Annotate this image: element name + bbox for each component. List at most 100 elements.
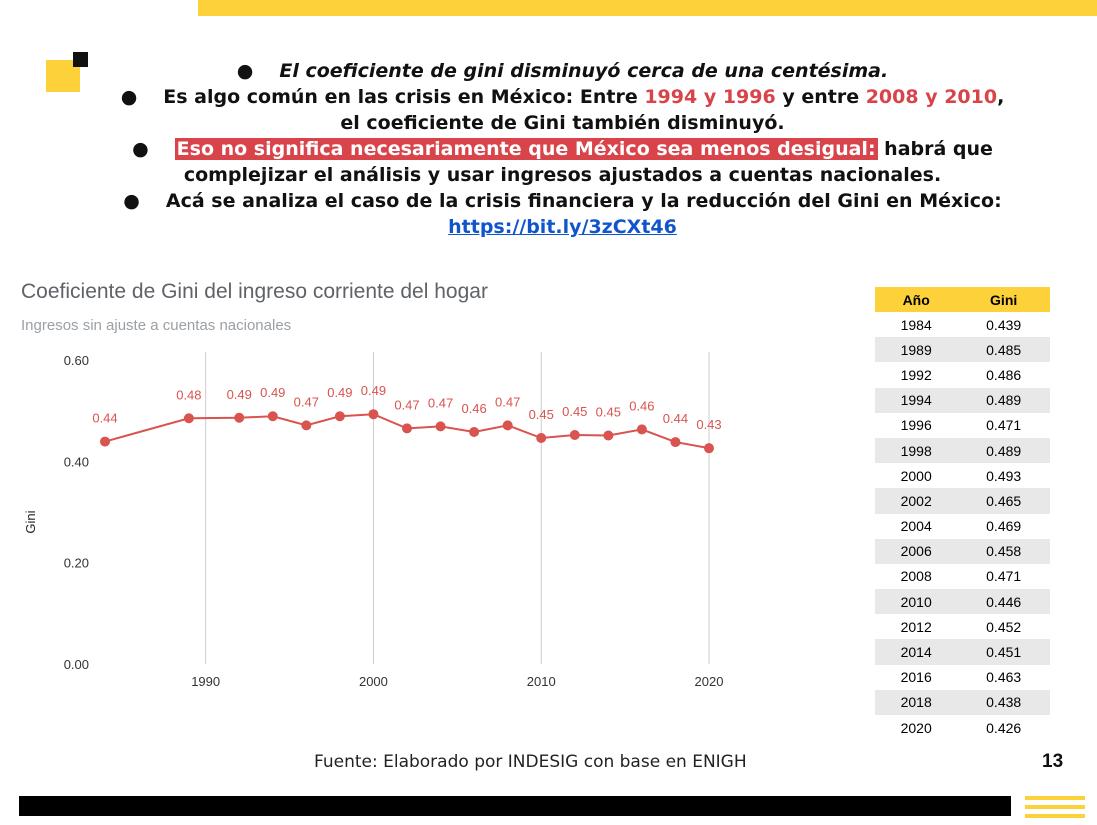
table-cell-gini: 0.471 (986, 417, 1022, 434)
chart-title: Coeficiente de Gini del ingreso corrient… (21, 280, 488, 303)
data-label: 0.46 (461, 401, 486, 416)
data-label: 0.47 (394, 397, 419, 412)
table-cell-gini: 0.426 (986, 719, 1022, 736)
table-cell-gini: 0.486 (986, 366, 1022, 383)
table-row: 2008 0.471 (875, 564, 1050, 589)
bottom-bar (19, 796, 1011, 816)
data-point (636, 424, 647, 435)
data-point (435, 421, 446, 432)
data-point (267, 411, 278, 422)
table-cell-gini: 0.458 (957, 538, 1050, 564)
data-label: 0.44 (92, 411, 117, 426)
data-label: 0.47 (495, 394, 520, 409)
logo-stripe (1025, 814, 1085, 818)
logo-stripe (1025, 805, 1085, 809)
bullet-3-continued: complejizar el análisis y usar ingresos … (183, 164, 942, 186)
table-row: 2010 0.446 (875, 589, 1050, 615)
source-note: Fuente: Elaborado por INDESIG con base e… (314, 752, 747, 772)
analysis-link[interactable]: https://bit.ly/3zCXt46 (448, 216, 677, 238)
data-label: 0.45 (562, 404, 587, 419)
table-cell-year: 1989 (875, 337, 958, 363)
page-number: 13 (1042, 751, 1064, 772)
table-cell-year: 2014 (875, 639, 958, 665)
table-cell-year: 2000 (900, 467, 932, 484)
y-tick-label: 0.40 (64, 454, 89, 469)
data-point (301, 420, 312, 431)
gini-table: Año Gini 1984 0.439 1989 0.485 1992 0.486 1994… (875, 287, 1050, 740)
bullet-1: ● El coeficiente de gini disminuyó cerca … (236, 60, 889, 82)
data-point (402, 423, 412, 434)
logo-stripe (1025, 796, 1085, 800)
x-tick-label: 2010 (527, 674, 556, 689)
table-row: 1994 0.489 (875, 387, 1050, 413)
table-cell-year: 1984 (900, 316, 932, 333)
table-cell-year: 2012 (900, 618, 932, 635)
y-tick-label: 0.20 (64, 556, 89, 571)
bullet-2: ● Es algo común en las crisis en México: … (120, 86, 1005, 108)
table-row: 2004 0.469 (875, 514, 1050, 539)
data-point (670, 437, 681, 448)
table-cell-gini: 0.485 (957, 337, 1050, 363)
table-row: 2016 0.463 (875, 665, 1050, 690)
table-cell-gini: 0.469 (986, 518, 1022, 535)
top-accent-bar (198, 0, 1097, 16)
data-point (100, 436, 110, 447)
data-label: 0.45 (596, 404, 621, 419)
data-point (704, 443, 714, 454)
highlighted-statement: Eso no significa necesariamente que Méxi… (174, 138, 878, 160)
x-tick-label: 2020 (695, 674, 724, 689)
table-cell-year: 1998 (875, 437, 958, 464)
table-cell-year: 1996 (900, 417, 932, 434)
table-row: 1989 0.485 (875, 337, 1050, 363)
data-point (469, 426, 480, 437)
bullet-3: ● Eso no significa necesariamente que Méx… (132, 138, 993, 160)
data-label: 0.48 (176, 387, 201, 402)
bullet-dot: ● (123, 190, 140, 212)
y-axis-title: Gini (23, 510, 38, 533)
data-label: 0.47 (294, 394, 319, 409)
y-tick-label: 0.00 (64, 657, 89, 672)
table-row: 2000 0.493 (875, 463, 1050, 488)
x-tick-label: 2000 (359, 674, 388, 689)
table-row: 1992 0.486 (875, 362, 1050, 387)
data-point (234, 412, 245, 423)
table-cell-gini: 0.446 (957, 589, 1050, 615)
table-cell-gini: 0.465 (957, 488, 1050, 514)
table-cell-gini: 0.438 (957, 689, 1050, 715)
table-header-year: Año (875, 287, 958, 312)
bullet-dot: ● (120, 86, 138, 108)
data-point (334, 411, 345, 422)
table-cell-gini: 0.463 (986, 669, 1022, 686)
bullet-4-link-line: https://bit.ly/3zCXt46 (90, 214, 1035, 240)
table-row: 2014 0.451 (875, 639, 1050, 665)
table-cell-year: 2016 (900, 669, 932, 686)
data-label: 0.45 (529, 407, 554, 422)
table-cell-gini: 0.439 (986, 316, 1022, 333)
data-label: 0.49 (327, 385, 352, 400)
table-cell-gini: 0.452 (986, 618, 1022, 635)
data-point (183, 413, 194, 424)
highlight-years-2008-2010: 2008 y 2010 (865, 86, 998, 108)
table-row: 1984 0.439 (875, 312, 1050, 337)
highlight-years-1994-1996: 1994 y 1996 (644, 86, 776, 108)
data-label: 0.47 (428, 395, 453, 410)
table-header-gini: Gini (957, 287, 1050, 312)
bullet-list: ● El coeficiente de gini disminuyó cerca … (90, 58, 1035, 240)
table-cell-year: 1994 (875, 387, 958, 413)
bullet-dot: ● (132, 138, 149, 160)
data-label: 0.44 (663, 411, 688, 426)
table-row: 2012 0.452 (875, 614, 1050, 639)
chart-subtitle: Ingresos sin ajuste a cuentas nacionales (21, 317, 292, 334)
data-label: 0.49 (260, 385, 285, 400)
gini-line-chart: 1990 2000 2010 2020 0.00 0.20 0.40 0.60 Gini 0.44… (23, 352, 724, 689)
data-point (603, 430, 614, 441)
x-tick-label: 1990 (191, 674, 220, 689)
table-cell-gini: 0.451 (957, 639, 1050, 665)
logo-black-square (73, 52, 88, 67)
table-cell-gini: 0.489 (957, 437, 1050, 464)
table-row: 2006 0.458 (875, 538, 1050, 564)
table-row: 2020 0.426 (875, 715, 1050, 740)
bullet-dot: ● (236, 60, 254, 82)
y-tick-label: 0.60 (64, 353, 89, 368)
table-header-row: Año Gini (875, 287, 1050, 312)
